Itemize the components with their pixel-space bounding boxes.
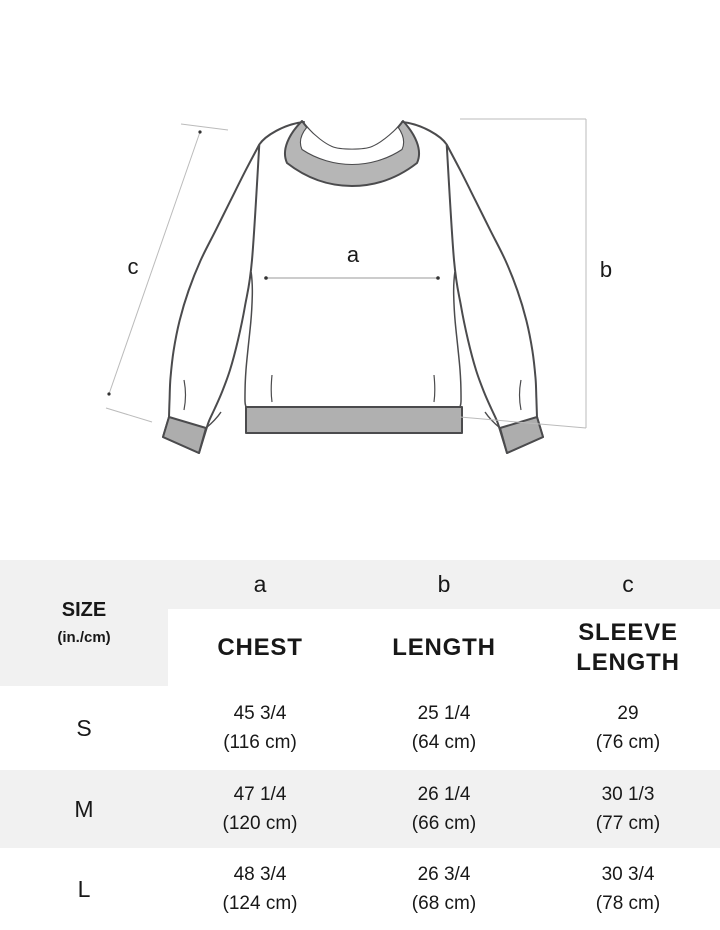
svg-text:a: a [347,242,360,267]
svg-text:c: c [128,254,139,279]
svg-text:b: b [600,257,612,282]
